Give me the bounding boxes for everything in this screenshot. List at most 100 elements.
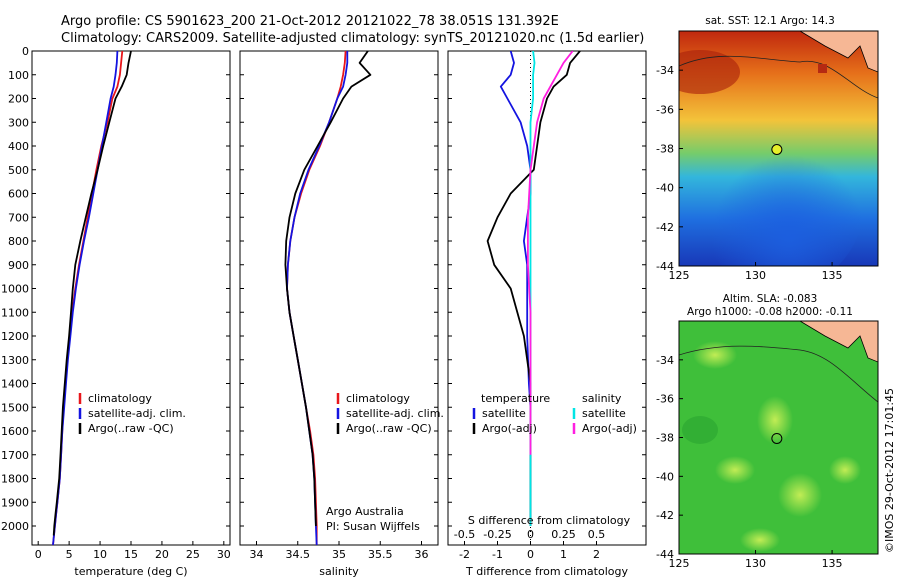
difference-panel: -2 -1 0 1 2 -0.5 -0.25 0 0.25 0.5 T difference fr…	[447, 50, 647, 578]
sla-map-title-line2: Argo h1000: -0.08 h2000: -0.11	[687, 306, 853, 318]
sla-map-title-line1: Altim. SLA: -0.083	[723, 293, 818, 305]
difference-t-x-tick-label: -2	[459, 548, 470, 561]
sla-lon-tick-label: 130	[745, 557, 766, 570]
salinity-line-argo	[284, 51, 372, 527]
difference-t-x-tick-label: 1	[560, 548, 567, 561]
temperature-axes-frame	[31, 50, 231, 546]
sla-lat-tick-label: -36	[656, 393, 674, 406]
salinity-legend: climatology satellite-adj. clim. Argo(..ra…	[336, 392, 444, 435]
sla-map-panel: Altim. SLA: -0.083 Argo h1000: -0.08 h20…	[656, 293, 879, 570]
difference-s-x-tick-label: -0.25	[483, 528, 511, 541]
temperature-legend-label: Argo(..raw -QC)	[88, 422, 174, 435]
depth-tick-label: 800	[8, 235, 29, 248]
sst-lat-tick-label: -36	[656, 103, 674, 116]
pi-annotation: PI: Susan Wijffels	[326, 520, 420, 533]
temperature-x-tick-label: 10	[93, 548, 107, 561]
sla-lon-tick-label: 125	[669, 557, 690, 570]
salinity-x-tick-label: 34.5	[286, 548, 311, 561]
depth-tick-label: 1200	[1, 330, 29, 343]
difference-salinity-legend-label: Argo(-adj)	[582, 422, 637, 435]
difference-s-x-tick-label: 0.25	[551, 528, 576, 541]
sla-low-patch	[682, 416, 718, 444]
depth-tick-label: 1300	[1, 354, 29, 367]
temperature-line-argo	[52, 51, 132, 536]
sst-cold-plume	[695, 110, 865, 266]
depth-tick-label: 1000	[1, 283, 29, 296]
depth-tick-label: 200	[8, 93, 29, 106]
sla-blob	[715, 456, 755, 484]
sst-lat-tick-label: -38	[656, 143, 674, 156]
salinity-legend-label: satellite-adj. clim.	[346, 407, 444, 420]
salinity-legend-label: climatology	[346, 392, 410, 405]
sla-blob	[778, 473, 822, 517]
depth-tick-label: 1500	[1, 401, 29, 414]
sla-lat-tick-label: -42	[656, 509, 674, 522]
depth-tick-label: 300	[8, 116, 29, 129]
t-difference-x-label: T difference from climatology	[465, 565, 628, 578]
sla-lon-tick-label: 135	[822, 557, 843, 570]
depth-tick-label: 1100	[1, 306, 29, 319]
depth-tick-label: 700	[8, 211, 29, 224]
sst-lon-tick-label: 125	[669, 269, 690, 282]
difference-line-satellite	[499, 51, 532, 526]
sla-lat-tick-label: -38	[656, 432, 674, 445]
depth-tick-label: 600	[8, 188, 29, 201]
temperature-legend-title: temperature	[481, 392, 550, 405]
depth-tick-label: 1800	[1, 473, 29, 486]
salinity-line-satellite	[286, 51, 349, 545]
depth-tick-label: 100	[8, 69, 29, 82]
sst-lon-tick-label: 135	[822, 269, 843, 282]
sst-hot-pixel	[818, 64, 827, 73]
temperature-legend-label: satellite-adj. clim.	[88, 407, 186, 420]
sla-lat-tick-label: -34	[656, 354, 674, 367]
depth-tick-label: 1600	[1, 425, 29, 438]
sst-land	[799, 31, 878, 73]
sla-blob	[693, 341, 737, 369]
sla-blob	[740, 528, 780, 552]
sla-blob	[757, 396, 793, 444]
temperature-legend-label: climatology	[88, 392, 152, 405]
depth-tick-label: 900	[8, 259, 29, 272]
depth-tick-label: 400	[8, 140, 29, 153]
figure-title-line1: Argo profile: CS 5901623_200 21-Oct-2012…	[61, 14, 559, 29]
depth-tick-label: 2000	[1, 520, 29, 533]
sst-argo-marker	[771, 143, 783, 155]
sst-lat-tick-label: -34	[656, 64, 674, 77]
difference-s-x-tick-label: -0.5	[454, 528, 475, 541]
temperature-x-tick-label: 20	[155, 548, 169, 561]
sst-shelf-contour	[679, 31, 878, 99]
difference-salinity-legend-label: satellite	[582, 407, 626, 420]
difference-line-argo	[486, 51, 581, 526]
depth-tick-label: 1700	[1, 449, 29, 462]
sst-lat-tick-label: -42	[656, 221, 674, 234]
temperature-x-tick-label: 5	[66, 548, 73, 561]
sla-lat-tick-label: -40	[656, 470, 674, 483]
difference-temperature-legend-label: Argo(-adj)	[482, 422, 537, 435]
salinity-x-tick-label: 36	[415, 548, 429, 561]
difference-temperature-legend-label: satellite	[482, 407, 526, 420]
sst-map-title: sat. SST: 12.1 Argo: 14.3	[705, 15, 835, 27]
salinity-x-tick-label: 34	[250, 548, 264, 561]
sla-lat-tick-label: -44	[656, 548, 674, 561]
sst-lat-tick-label: -40	[656, 182, 674, 195]
salinity-panel: 34 34.5 35 35.5 36 salinity climatology satel…	[239, 50, 444, 578]
s-difference-x-label: S difference from climatology	[468, 514, 631, 527]
salinity-x-tick-label: 35	[332, 548, 346, 561]
figure-title-line2: Climatology: CARS2009. Satellite-adjuste…	[61, 31, 644, 46]
sla-blob	[829, 456, 861, 484]
depth-tick-label: 0	[22, 45, 29, 58]
difference-t-x-tick-label: -1	[492, 548, 503, 561]
difference-s-x-tick-label: 0	[527, 528, 534, 541]
sst-lat-tick-label: -44	[656, 260, 674, 273]
sla-land	[799, 321, 878, 363]
difference-axes-frame	[447, 50, 647, 546]
argo-australia-annotation: Argo Australia	[326, 505, 404, 518]
salinity-x-label: salinity	[319, 565, 359, 578]
depth-tick-label: 1900	[1, 496, 29, 509]
salinity-line-climatology	[286, 51, 347, 545]
difference-t-x-tick-label: 0	[527, 548, 534, 561]
temperature-x-tick-label: 0	[35, 548, 42, 561]
temperature-legend: climatology satellite-adj. clim. Argo(..ra…	[78, 392, 186, 435]
sst-lon-tick-label: 130	[745, 269, 766, 282]
